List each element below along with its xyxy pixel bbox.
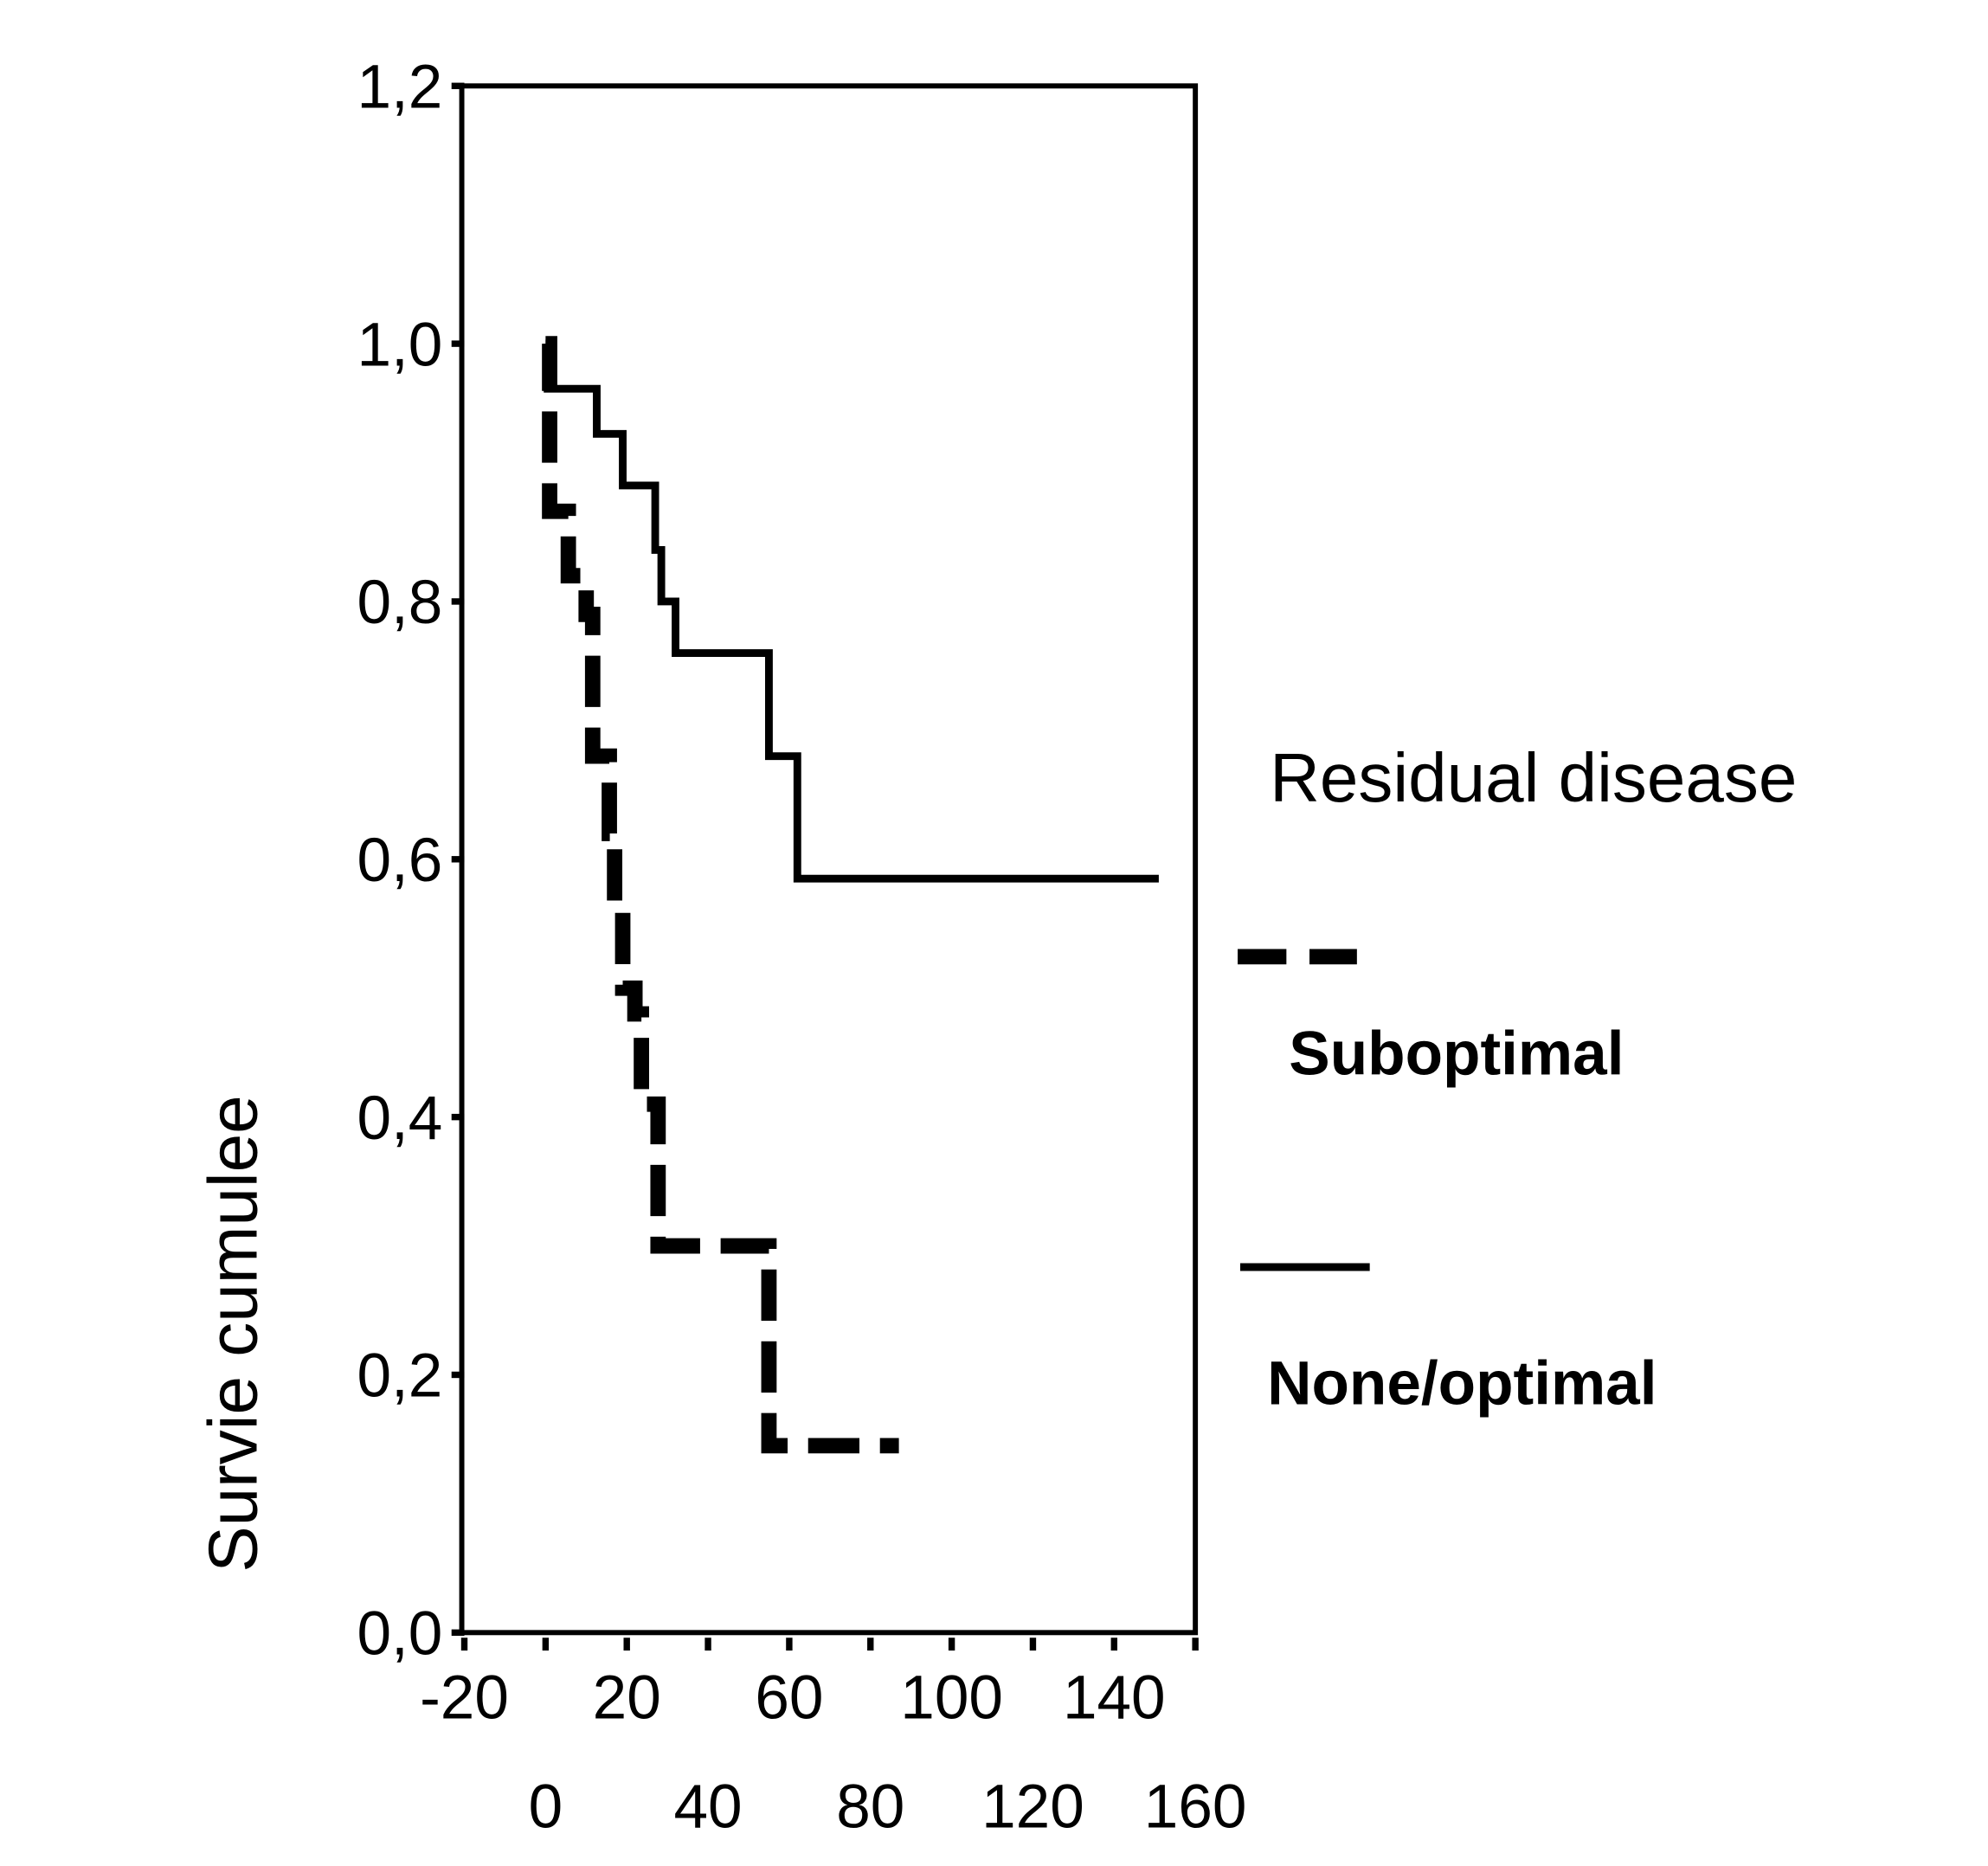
x-tick-label: 80 (836, 1773, 904, 1842)
series-none-optimal (544, 339, 1159, 883)
x-tick-label: 120 (981, 1773, 1084, 1842)
x-tick-label: -20 (420, 1664, 509, 1733)
legend-label-none-optimal: None/optimal (1267, 1350, 1657, 1419)
x-tick-label: 140 (1063, 1664, 1166, 1733)
y-tick-label: 0,8 (357, 569, 442, 637)
x-tick-label: 100 (900, 1664, 1003, 1733)
y-tick-label: 1,2 (357, 53, 442, 121)
y-tick-label: 1,0 (357, 311, 442, 379)
y-tick-label: 0,4 (357, 1084, 442, 1153)
x-tick-label: 60 (755, 1664, 823, 1733)
y-axis-label: Survie cumulee (194, 1095, 271, 1572)
legend-label-suboptimal: Suboptimal (1289, 1020, 1624, 1089)
x-tick-label: 0 (529, 1773, 563, 1842)
y-tick-label: 0,6 (357, 827, 442, 895)
y-tick-label: 0,0 (357, 1600, 442, 1669)
x-tick-label: 160 (1144, 1773, 1247, 1842)
plot-frame (459, 83, 1199, 1636)
legend-title: Residual disease (1270, 739, 1797, 816)
y-tick-label: 0,2 (357, 1342, 442, 1411)
legend: Residual disease Suboptimal None/optimal (1238, 739, 1797, 1419)
x-tick-label: 40 (674, 1773, 743, 1842)
x-tick-label: 20 (593, 1664, 661, 1733)
series-suboptimal (542, 336, 899, 1454)
